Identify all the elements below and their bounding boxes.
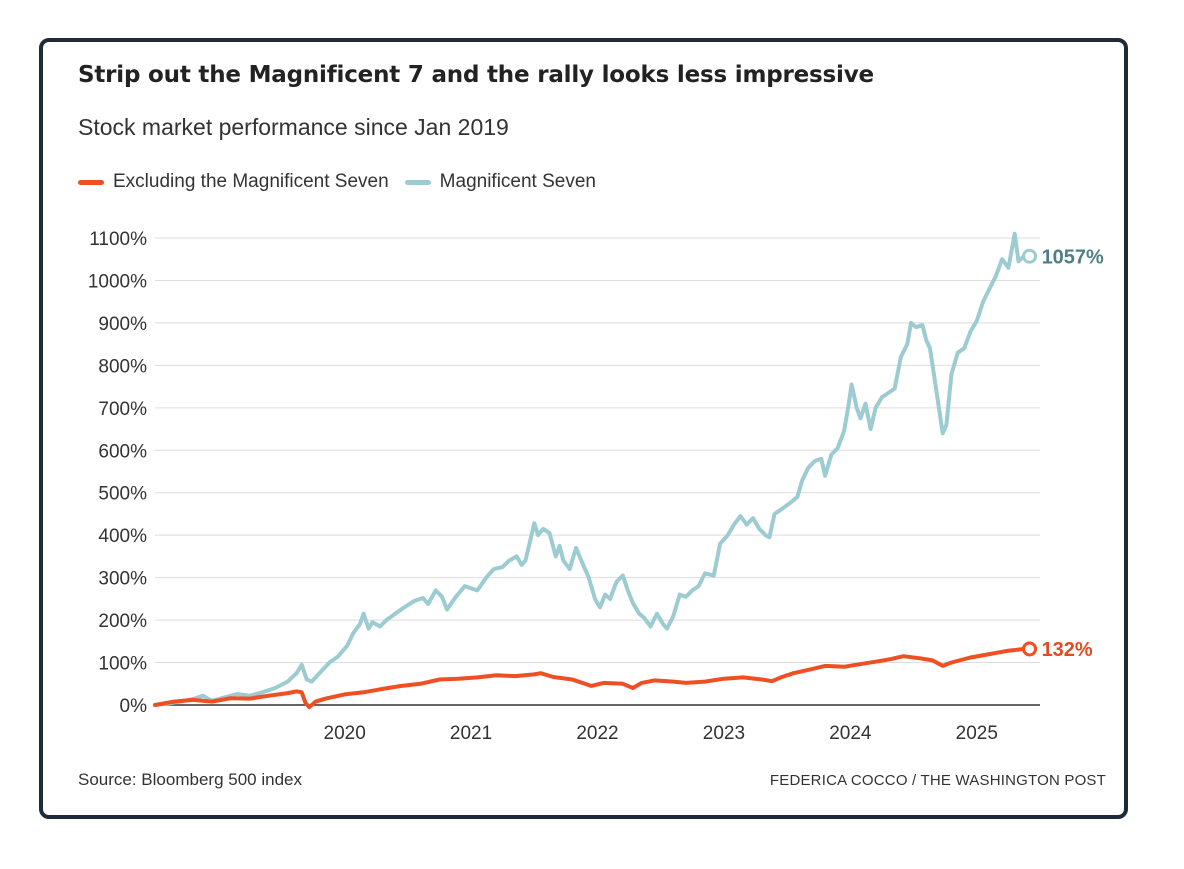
source-note: Source: Bloomberg 500 index (78, 770, 302, 789)
x-tick-label: 2020 (324, 723, 366, 744)
legend-swatch-magnificent (404, 179, 431, 185)
y-tick-label: 200% (98, 611, 147, 632)
end-label-excluding: 132% (1042, 639, 1093, 661)
chart-title: Strip out the Magnificent 7 and the rall… (78, 62, 874, 88)
y-tick-label: 1000% (88, 271, 147, 292)
x-tick-label: 2025 (956, 723, 998, 744)
y-tick-label: 900% (98, 314, 147, 335)
x-tick-label: 2021 (450, 723, 492, 744)
legend-item-excluding: Excluding the Magnificent Seven (78, 171, 389, 193)
y-tick-label: 0% (120, 696, 148, 717)
y-tick-label: 700% (98, 399, 147, 420)
chart-panel: Strip out the Magnificent 7 and the rall… (39, 38, 1128, 819)
x-tick-label: 2024 (829, 723, 872, 744)
y-tick-label: 800% (98, 356, 147, 377)
chart-subtitle: Stock market performance since Jan 2019 (78, 114, 509, 140)
y-tick-label: 1100% (89, 229, 147, 250)
end-label-magnificent: 1057% (1042, 246, 1104, 268)
y-tick-label: 400% (98, 526, 147, 547)
series-line-excluding (153, 647, 1026, 710)
credit-line: FEDERICA COCCO / THE WASHINGTON POST (769, 772, 1106, 789)
end-marker-excluding (1022, 641, 1038, 657)
y-tick-label: 300% (98, 569, 147, 590)
chart-legend: Excluding the Magnificent Seven Magnific… (78, 171, 612, 193)
legend-label-magnificent: Magnificent Seven (439, 171, 596, 192)
series-line-magnificent (153, 231, 1026, 707)
y-tick-label: 600% (98, 441, 147, 462)
legend-swatch-excluding (78, 179, 104, 185)
x-tick-label: 2022 (576, 723, 618, 744)
y-tick-label: 100% (98, 654, 147, 675)
legend-item-magnificent: Magnificent Seven (404, 171, 596, 193)
x-tick-label: 2023 (703, 723, 745, 744)
end-marker-magnificent (1022, 248, 1038, 264)
y-tick-label: 500% (98, 484, 147, 505)
legend-label-excluding: Excluding the Magnificent Seven (113, 171, 389, 192)
